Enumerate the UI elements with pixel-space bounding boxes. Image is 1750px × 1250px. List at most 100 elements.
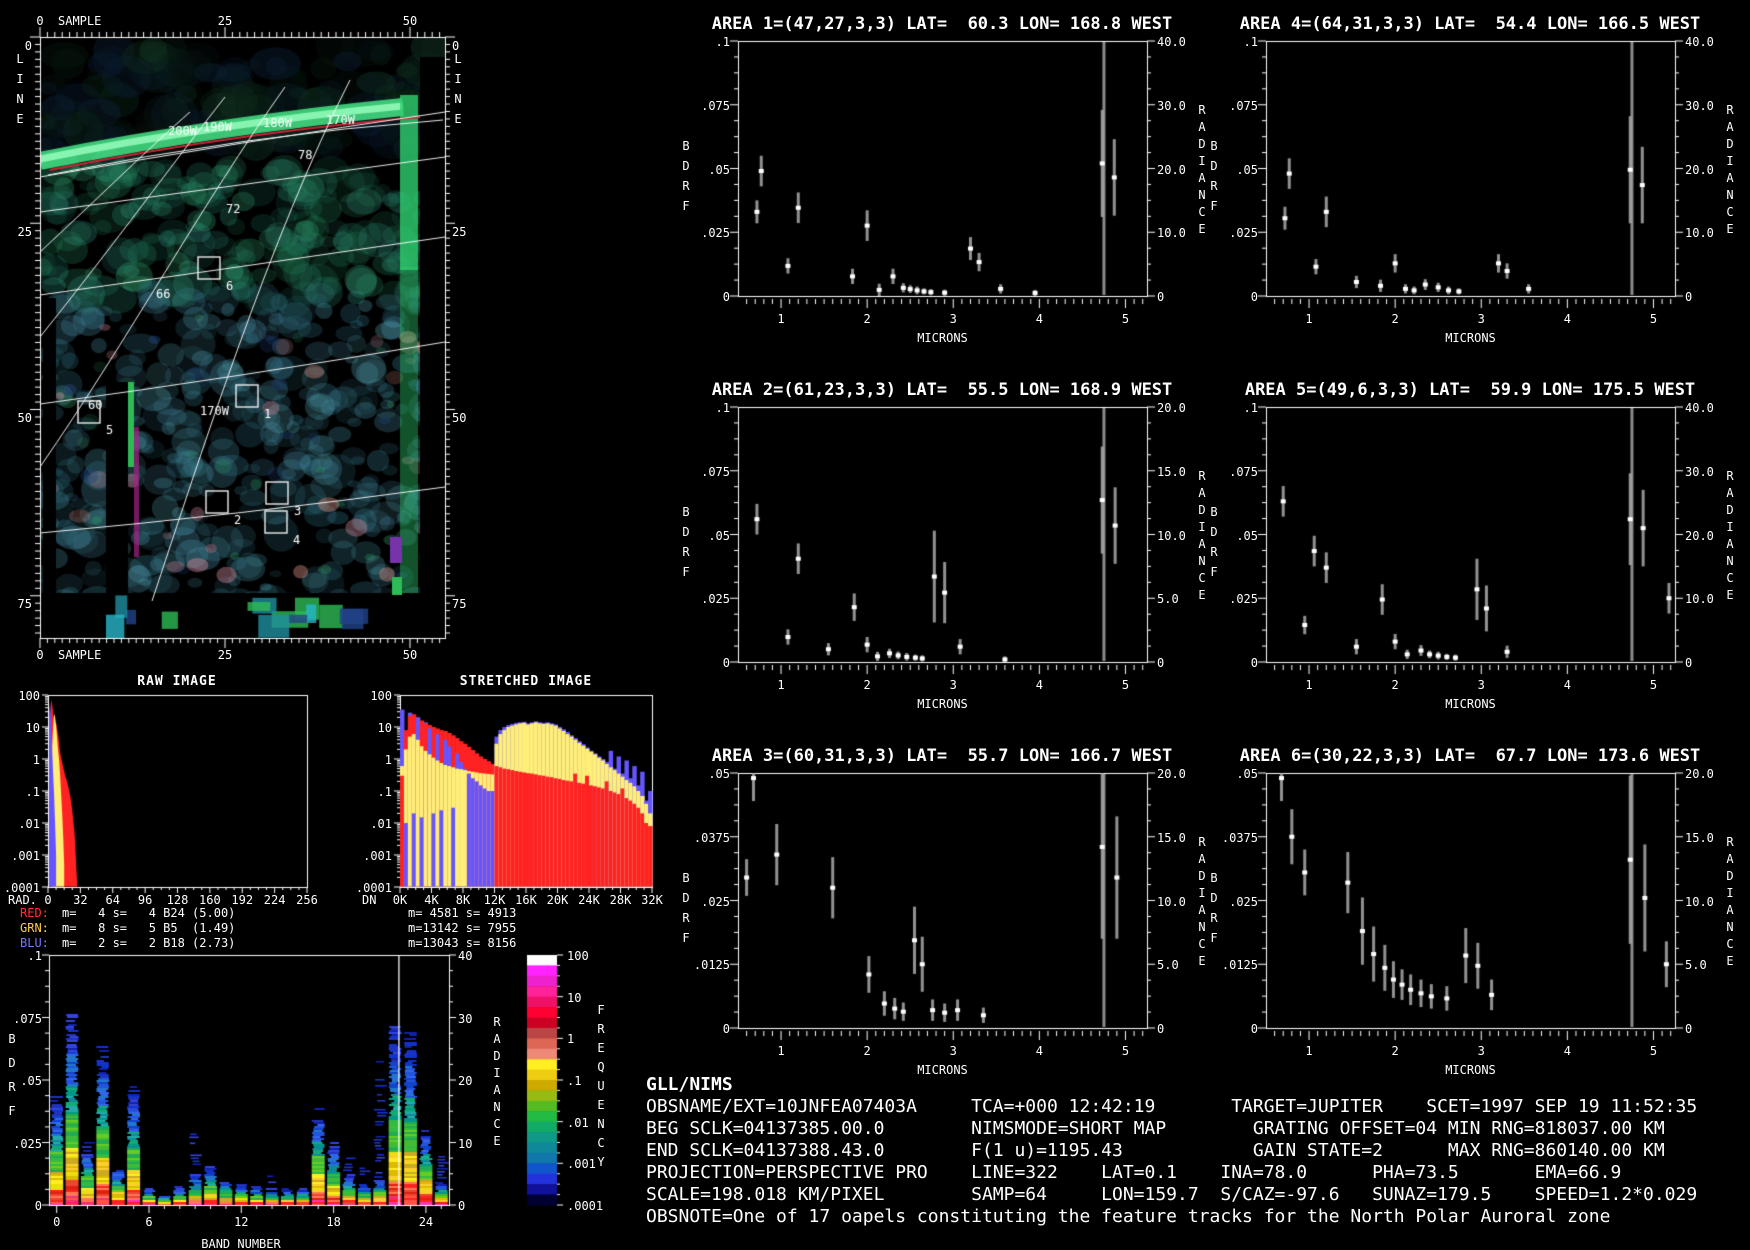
stretched-stat-value: m=13142 s= 7955 (408, 921, 517, 935)
colorbar-axis-label: U (597, 1079, 605, 1093)
area-radiance-axis-label: A (1198, 852, 1206, 866)
area-radiance-axis-label: D (1726, 137, 1734, 151)
area-radiance-axis-label: R (1726, 835, 1734, 849)
map-axis-left-label: E (16, 112, 24, 126)
area-y-tick: .1 (715, 35, 730, 49)
area-x-tick: 1 (777, 312, 785, 326)
area-x-tick: 5 (1649, 678, 1658, 692)
area-x-tick: 1 (1305, 678, 1313, 692)
stretched-x-tick: 32K (641, 893, 663, 907)
area-x-tick: 5 (1649, 312, 1658, 326)
band-x-tick: 24 (418, 1215, 434, 1229)
colorbar-axis-label: Y (597, 1155, 605, 1169)
hist-y-tick: .0001 (355, 881, 392, 895)
area-y-tick: .075 (701, 98, 730, 113)
stretched-histogram-title: STRETCHED IMAGE (459, 674, 593, 689)
colorbar-axis-label: E (597, 1041, 605, 1055)
area-radiance-tick: 40.0 (1685, 401, 1714, 415)
colorbar-axis-label: E (597, 1098, 605, 1112)
band-y-tick: .025 (13, 1136, 42, 1151)
area-radiance-tick: 10.0 (1685, 592, 1714, 607)
stretched-x-tick: 0K (392, 893, 408, 907)
map-line-tick: 75 (452, 597, 467, 611)
area-radiance-tick: 0 (1157, 1022, 1165, 1036)
band-y-tick: .05 (20, 1074, 42, 1088)
area-y-tick: .025 (1229, 226, 1258, 241)
area-y-tick: 0 (722, 656, 730, 670)
area-radiance-tick: 15.0 (1685, 830, 1714, 845)
raw-stat-label: BLU: (20, 936, 49, 950)
area-y-axis-label: D (1210, 891, 1218, 905)
map-line-tick: 50 (452, 411, 467, 425)
colorbar-axis-label: N (597, 1117, 605, 1131)
area-radiance-tick: 0 (1157, 656, 1165, 670)
map-axis-right-label: E (454, 112, 462, 126)
area-y-axis-label: D (682, 891, 690, 905)
area-radiance-axis-label: D (1198, 869, 1206, 883)
area-radiance-axis-label: E (1198, 588, 1206, 602)
hist-y-tick: .1 (377, 785, 392, 799)
area-radiance-axis-label: N (1726, 920, 1734, 934)
raw-stat-value: m= 8 s= 5 B5 (1.49) (62, 921, 236, 935)
area-x-tick: 4 (1035, 678, 1043, 692)
band-radiance-axis-label: C (493, 1117, 501, 1131)
area-radiance-axis-label: A (1198, 486, 1206, 500)
band-radiance-axis-label: N (493, 1100, 501, 1114)
area-x-tick: 5 (1121, 1044, 1130, 1058)
area-radiance-axis-label: N (1726, 554, 1734, 568)
area-x-tick: 5 (1121, 678, 1130, 692)
area-y-tick: .025 (1229, 592, 1258, 607)
hist-y-tick: 1 (384, 753, 392, 767)
raw-stat-label: GRN: (20, 921, 49, 935)
area-y-tick: .0375 (693, 830, 730, 845)
area-radiance-axis-label: N (1726, 188, 1734, 202)
area-radiance-axis-label: I (1726, 886, 1734, 900)
area-x-tick: 1 (777, 1044, 785, 1058)
footer-line-4: PROJECTION=PERSPECTIVE PRO LINE=322 LAT=… (646, 1162, 1622, 1183)
raw-x-tick: 160 (199, 893, 221, 907)
area-radiance-tick: 20.0 (1157, 401, 1186, 415)
map-axis-left-label: N (16, 92, 24, 106)
raw-x-tick: 96 (137, 893, 153, 907)
area-radiance-axis-label: R (1726, 103, 1734, 117)
area-y-tick: .075 (701, 464, 730, 479)
area-radiance-tick: 20.0 (1685, 528, 1714, 543)
band-radiance-axis-label: A (493, 1083, 501, 1097)
raw-x-tick: 64 (105, 893, 120, 907)
area-x-tick: 1 (777, 678, 785, 692)
map-sample-tick: 25 (217, 14, 233, 28)
hist-y-tick: .0001 (3, 881, 40, 895)
area-radiance-tick: 5.0 (1157, 592, 1179, 607)
area-radiance-tick: 20.0 (1157, 767, 1186, 781)
area-radiance-axis-label: I (1726, 154, 1734, 168)
area-radiance-axis-label: C (1198, 205, 1206, 219)
area-y-tick: .0375 (1221, 830, 1258, 845)
area-x-tick: 2 (1391, 678, 1399, 692)
hist-y-tick: .01 (370, 817, 392, 831)
area-radiance-tick: 10.0 (1157, 528, 1186, 543)
area-radiance-axis-label: A (1198, 903, 1206, 917)
footer-line-6: OBSNOTE=One of 17 oapels constituting th… (646, 1206, 1611, 1227)
area1-title: AREA 1=(47,27,3,3) LAT= 60.3 LON= 168.8 … (711, 14, 1173, 34)
area-y-tick: .0125 (693, 958, 730, 973)
area-x-axis-label: MICRONS (917, 1063, 968, 1077)
area-y-tick: .0125 (1221, 958, 1258, 973)
area-x-tick: 5 (1649, 1044, 1658, 1058)
area-radiance-axis-label: N (1198, 554, 1206, 568)
area-radiance-axis-label: E (1726, 588, 1734, 602)
area-y-axis-label: B (682, 505, 690, 519)
area-radiance-axis-label: A (1726, 852, 1734, 866)
band-x-tick: 6 (145, 1215, 153, 1229)
map-line-tick: 25 (452, 225, 467, 239)
area-y-axis-label: R (1210, 545, 1218, 559)
raw-stat-value: m= 4 s= 4 B24 (5.00) (62, 906, 236, 920)
footer-line-5: SCALE=198.018 KM/PIXEL SAMP=64 LON=159.7… (646, 1184, 1698, 1205)
colorbar-axis-label: Q (597, 1060, 605, 1074)
colorbar-tick: 100 (567, 949, 589, 963)
area-y-tick: .05 (708, 162, 730, 177)
hist-y-tick: .001 (363, 849, 392, 863)
map-sample-tick: 50 (402, 14, 418, 28)
area-radiance-axis-label: A (1726, 903, 1734, 917)
